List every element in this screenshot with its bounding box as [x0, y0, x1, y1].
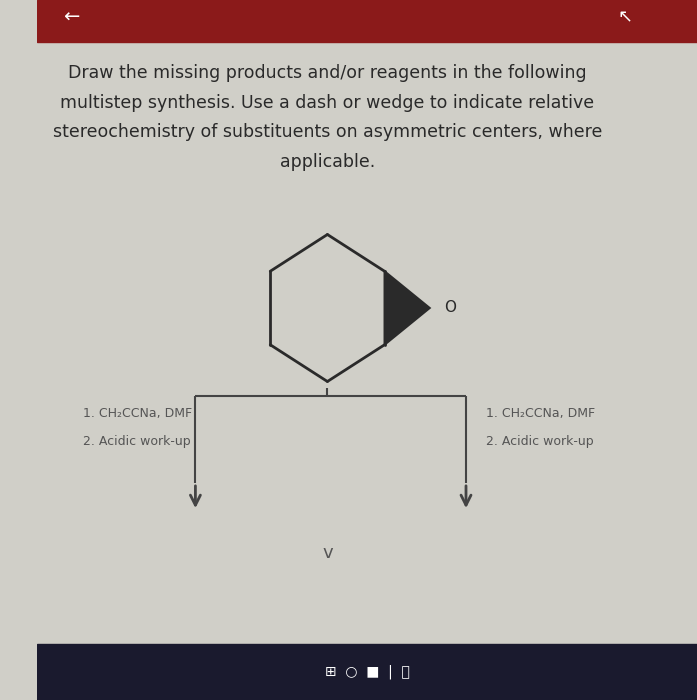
Text: Draw the missing products and/or reagents in the following: Draw the missing products and/or reagent…: [68, 64, 587, 83]
Text: v: v: [322, 544, 332, 562]
Text: applicable.: applicable.: [279, 153, 375, 171]
Text: ⊞  ○  ■  |  🖥: ⊞ ○ ■ | 🖥: [325, 665, 409, 679]
Polygon shape: [385, 271, 430, 344]
Text: 2. Acidic work-up: 2. Acidic work-up: [83, 435, 191, 447]
Text: O: O: [444, 300, 457, 316]
Text: stereochemistry of substituents on asymmetric centers, where: stereochemistry of substituents on asymm…: [53, 123, 602, 141]
Text: ↖: ↖: [618, 8, 633, 27]
Text: 2. Acidic work-up: 2. Acidic work-up: [486, 435, 593, 447]
Text: 1. CH₂CCNa, DMF: 1. CH₂CCNa, DMF: [83, 407, 192, 419]
Text: 1. CH₂CCNa, DMF: 1. CH₂CCNa, DMF: [486, 407, 595, 419]
Bar: [37, 0, 697, 42]
Text: ←: ←: [63, 8, 79, 27]
Bar: [37, 644, 697, 700]
Text: multistep synthesis. Use a dash or wedge to indicate relative: multistep synthesis. Use a dash or wedge…: [61, 94, 595, 112]
